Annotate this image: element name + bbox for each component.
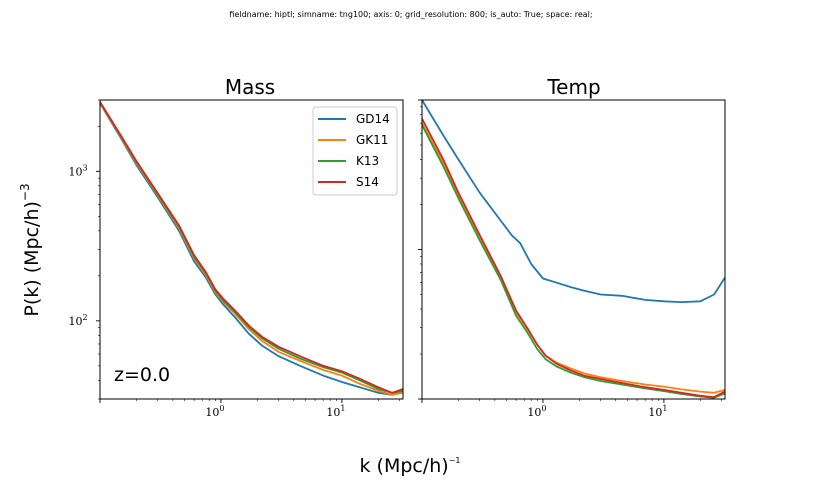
x-tick-label: 101 [326, 404, 345, 419]
x-tick-label: 100 [527, 404, 546, 419]
legend: GD14 GK11 K13 S14 [312, 106, 398, 196]
y-axis-label: P(k) (Mpc/h)−3 [18, 183, 43, 316]
series-line-gk11 [422, 122, 725, 394]
legend-box [312, 106, 398, 196]
x-axis-label: k (Mpc/h)−1 [359, 455, 460, 477]
y-tick-label: 103 [68, 163, 87, 178]
legend-label-s14: S14 [356, 175, 379, 189]
series-line-gd14 [100, 102, 403, 396]
redshift-annotation: z=0.0 [114, 364, 170, 386]
mass-series-lines [100, 101, 403, 396]
x-tick-exponent: 1 [662, 404, 667, 413]
x-tick-exponent: 0 [541, 404, 546, 413]
series-line-k13 [422, 124, 725, 399]
series-line-gd14 [422, 100, 725, 304]
x-tick-base: 10 [205, 406, 219, 419]
y-tick-exponent: 2 [82, 313, 87, 322]
temp-series-lines [422, 100, 725, 399]
series-line-s14 [422, 118, 725, 399]
mass-panel-title: Mass [225, 75, 275, 99]
temp-plot-frame [421, 99, 726, 400]
x-axis-label-exponent: −1 [449, 456, 461, 465]
temp-axis-ticks: 100 101 [418, 99, 722, 419]
suptitle: fieldname: hiptl; simname: tng100; axis:… [229, 10, 592, 19]
temp-panel-title: Temp [546, 75, 600, 99]
mass-plot-frame [99, 99, 404, 400]
x-tick-base: 10 [648, 406, 662, 419]
x-tick-base: 10 [527, 406, 541, 419]
y-tick-label: 102 [68, 313, 87, 328]
y-axis-label-exponent: −3 [18, 183, 32, 201]
y-axis-label-text: P(k) (Mpc/h) [21, 201, 43, 317]
x-tick-label: 100 [205, 404, 224, 419]
series-line-s14 [100, 101, 403, 394]
y-tick-base: 10 [68, 165, 82, 178]
x-tick-base: 10 [326, 406, 340, 419]
legend-label-gd14: GD14 [356, 112, 390, 126]
temp-panel: Temp 100 101 [418, 75, 726, 419]
y-tick-exponent: 3 [82, 163, 87, 172]
x-tick-exponent: 0 [219, 404, 224, 413]
x-tick-exponent: 1 [340, 404, 345, 413]
legend-label-k13: K13 [356, 154, 379, 168]
y-tick-base: 10 [68, 315, 82, 328]
x-axis-label-text: k (Mpc/h) [359, 455, 448, 477]
x-tick-label: 101 [648, 404, 667, 419]
legend-label-gk11: GK11 [356, 133, 388, 147]
